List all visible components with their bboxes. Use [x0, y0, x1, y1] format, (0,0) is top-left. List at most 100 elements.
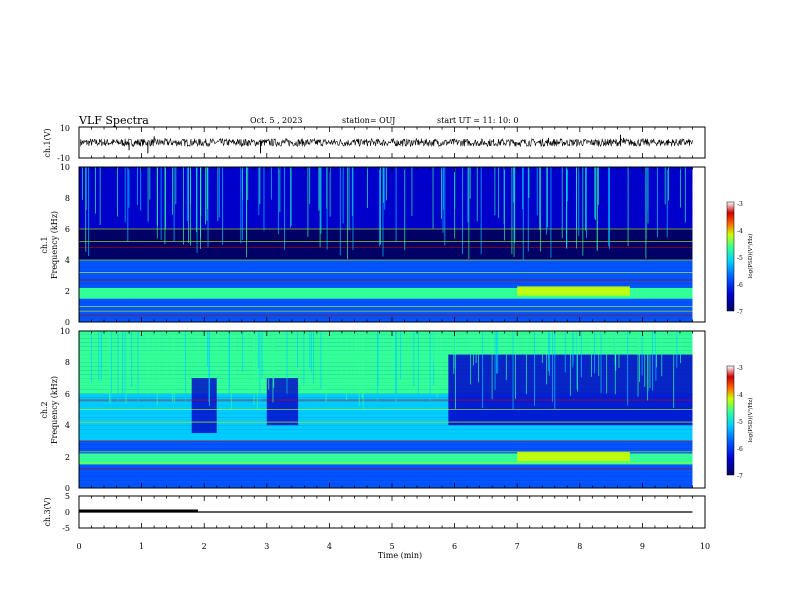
- spectrogram-band: [79, 448, 693, 453]
- spectrogram-band: [79, 401, 693, 406]
- xtick-5: 5: [389, 542, 394, 551]
- spectrogram-band: [79, 186, 693, 191]
- ch2-cbar-tick-4: -4: [737, 392, 743, 399]
- spectrogram-band: [79, 472, 693, 477]
- spectrogram-band: [79, 271, 693, 276]
- spectrogram-band: [79, 362, 693, 367]
- spectrogram-band: [79, 436, 693, 441]
- xtick-1: 1: [139, 542, 144, 551]
- spectrogram-band: [79, 358, 693, 363]
- spectrogram-band: [79, 248, 693, 253]
- ch1-ytick-6: 6: [65, 225, 70, 234]
- spectrogram-band: [79, 413, 693, 418]
- ch3-ytick-5: 5: [65, 492, 70, 501]
- ch3-x-ticks: [78, 496, 706, 528]
- spectrogram-band: [79, 213, 693, 218]
- x-axis-label: Time (min): [378, 551, 422, 560]
- ch1-colorbar-label: log(PSD)(V²/Hz): [747, 234, 754, 279]
- xtick-4: 4: [327, 542, 332, 551]
- spectrogram-band: [79, 354, 693, 359]
- spectrogram-band: [79, 374, 693, 379]
- ch1-ytick-4: 4: [65, 256, 70, 265]
- spectrogram-band: [79, 444, 693, 449]
- spectrogram-quiet-region: [266, 378, 299, 426]
- station-label: station= OUJ: [342, 116, 395, 125]
- ch1-ytick-bottom: -10: [57, 154, 70, 163]
- xtick-10: 10: [700, 542, 710, 551]
- spectrogram-band: [79, 302, 693, 307]
- spectrogram-band: [79, 440, 693, 445]
- spectrogram-band: [79, 267, 693, 272]
- spectrogram-quiet-region: [191, 378, 217, 434]
- ch3-ytick-0: 0: [65, 508, 70, 517]
- ch2-cbar-tick-3: -3: [737, 365, 743, 372]
- spectrogram-band: [79, 346, 693, 351]
- ch2-spectrogram-x-ticks: [78, 331, 706, 488]
- ch3-ytick-neg5: -5: [62, 524, 70, 533]
- ch1-ytick-0: 0: [65, 318, 70, 327]
- spectrogram-band: [79, 244, 693, 249]
- spectrogram-band: [79, 256, 693, 260]
- ch1-spikes: [128, 134, 625, 154]
- spectrogram-band: [79, 209, 693, 214]
- ch3-waveform-panel: 5 0 -5 ch.3(V): [43, 492, 706, 533]
- spectrogram-band: [79, 389, 693, 394]
- ch1-cbar-tick-6: -6: [737, 282, 743, 289]
- spectrogram-band: [79, 260, 693, 264]
- spectrogram-strong-band: [79, 453, 693, 465]
- start-time-label: start UT = 11: 10: 0: [437, 116, 518, 125]
- spectrogram-band: [79, 167, 693, 171]
- spectrogram-band: [79, 468, 693, 473]
- spectrogram-band: [79, 229, 693, 233]
- ch2-spectrogram-panel: 0 2 4 6 8 10 ch.2 Frequency (kHz): [40, 327, 706, 493]
- ch1-waveform-panel: 10 -10 ch.1(V): [43, 124, 706, 163]
- figure-title: VLF Spectra: [78, 114, 149, 127]
- spectrogram-band: [79, 318, 693, 322]
- spectrogram-band: [79, 236, 693, 241]
- spectrogram-band: [79, 480, 693, 485]
- spectrogram-band: [79, 370, 693, 375]
- ch2-cbar-tick-6: -6: [737, 446, 743, 453]
- ch2-cbar-tick-7: -7: [737, 473, 743, 480]
- spectrogram-band: [79, 476, 693, 481]
- spectrogram-band: [79, 393, 693, 398]
- date-label: Oct. 5 , 2023: [250, 116, 302, 125]
- x-axis: 0 1 2 3 4 5 6 7 8 9 10 Time (min): [76, 542, 710, 560]
- xtick-2: 2: [202, 542, 207, 551]
- spectrogram-band: [79, 170, 693, 175]
- spectrogram-band: [79, 378, 693, 383]
- spectrogram-band: [79, 331, 693, 335]
- xtick-6: 6: [452, 542, 457, 551]
- ch2-colorbar-label: log(PSD)(V²/Hz): [747, 398, 754, 443]
- spectrogram-band: [79, 190, 693, 195]
- spectrogram-band: [79, 350, 693, 355]
- ch1-cbar-tick-4: -4: [737, 228, 743, 235]
- spectrogram-band: [79, 263, 693, 268]
- ch1-spectrogram-x-ticks: [78, 167, 706, 322]
- ch1-spectrogram-ylabel-bottom: Frequency (kHz): [50, 211, 59, 279]
- ch2-spectrogram-image: [79, 331, 693, 488]
- spectrogram-band: [79, 205, 693, 210]
- xtick-7: 7: [515, 542, 520, 551]
- spectrogram-band: [79, 409, 693, 414]
- ch1-colorbar-gradient: [726, 201, 735, 312]
- ch1-ytick-top: 10: [60, 124, 70, 133]
- ch2-ytick-6: 6: [65, 390, 70, 399]
- spectrogram-band: [79, 198, 693, 202]
- spectrogram-band: [79, 201, 693, 206]
- ch1-ytick-2: 2: [65, 287, 70, 296]
- spectrogram-band: [79, 298, 693, 303]
- ch2-ytick-2: 2: [65, 453, 70, 462]
- ch3-waveform-ylabel: ch.3(V): [43, 497, 52, 526]
- ch1-cbar-tick-7: -7: [737, 309, 743, 316]
- spectrogram-strong-band: [79, 287, 693, 299]
- spectrogram-band: [79, 232, 693, 237]
- ch2-spectrogram-ylabel-bottom: Frequency (kHz): [50, 376, 59, 444]
- xtick-9: 9: [640, 542, 645, 551]
- spectrogram-band: [79, 366, 693, 371]
- ch2-ytick-8: 8: [65, 358, 70, 367]
- spectrogram-band: [79, 182, 693, 187]
- spectrogram-band: [79, 382, 693, 386]
- ch1-spectrogram-ylabel-top: ch.1: [40, 236, 49, 253]
